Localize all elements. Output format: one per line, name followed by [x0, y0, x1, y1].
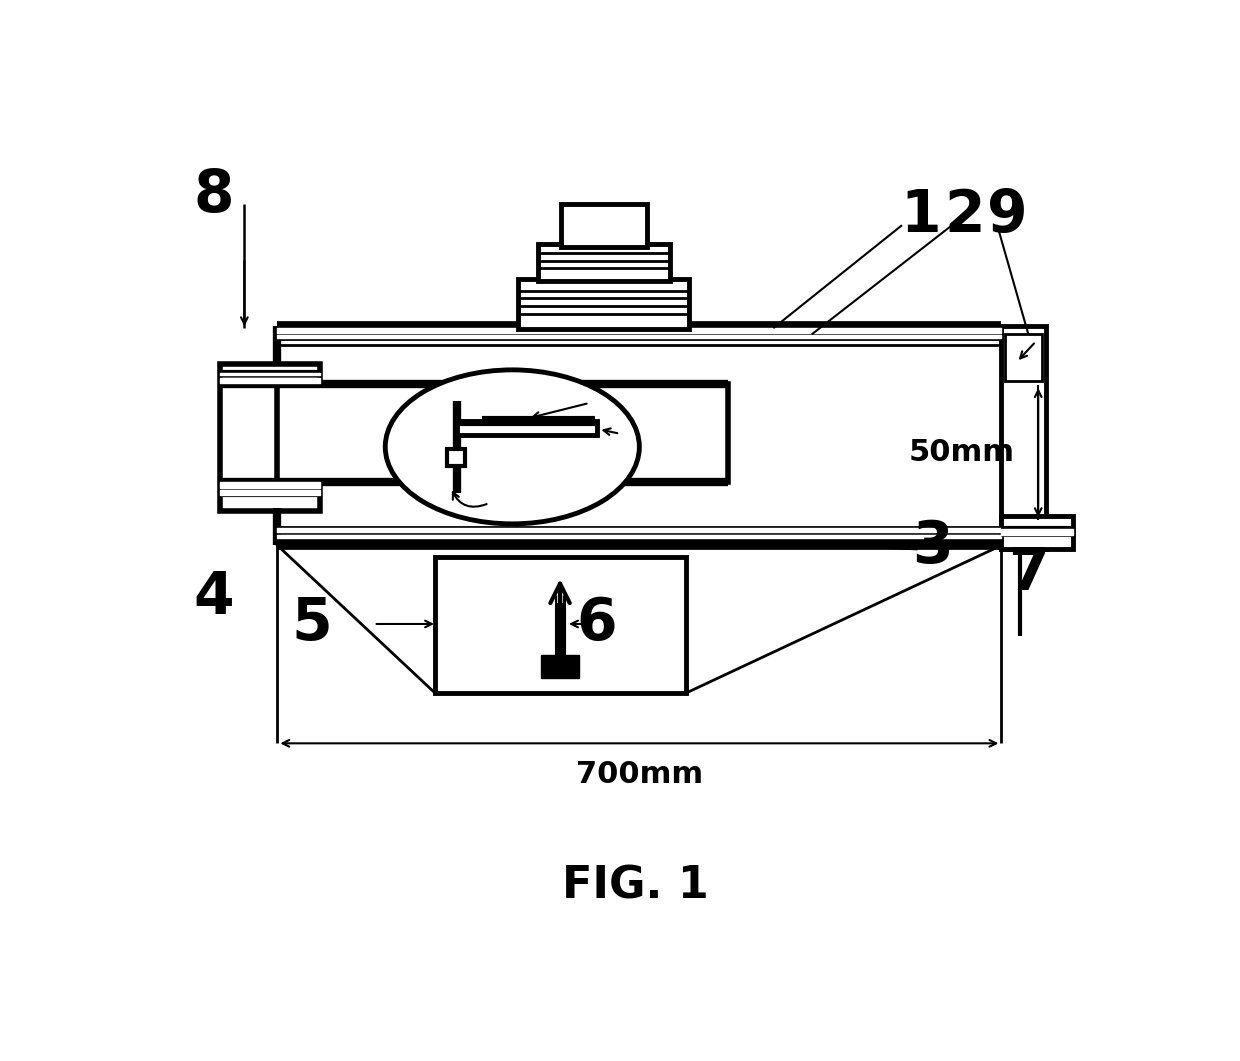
Text: 5: 5	[291, 595, 332, 653]
Text: 9: 9	[987, 188, 1028, 244]
Bar	[1001, 326, 1045, 550]
Text: 700mm: 700mm	[575, 761, 703, 789]
Text: 7: 7	[1008, 545, 1049, 603]
Bar	[278, 384, 728, 482]
Text: 1: 1	[900, 188, 941, 244]
Bar	[560, 205, 647, 246]
Bar	[1001, 516, 1073, 550]
Text: 2: 2	[945, 188, 986, 244]
Bar	[538, 244, 670, 281]
Text: 3: 3	[911, 519, 952, 575]
Bar	[518, 279, 689, 329]
Text: 4: 4	[193, 569, 234, 626]
Bar	[435, 557, 686, 693]
Bar	[541, 655, 579, 678]
Bar	[219, 365, 320, 510]
Text: 8: 8	[193, 167, 234, 224]
Bar	[1006, 333, 1042, 381]
Text: 6: 6	[577, 595, 618, 653]
Bar	[446, 449, 465, 466]
Text: 50mm: 50mm	[909, 438, 1014, 467]
Text: FIG. 1: FIG. 1	[562, 865, 709, 907]
Bar	[456, 421, 596, 435]
Ellipse shape	[386, 370, 640, 524]
